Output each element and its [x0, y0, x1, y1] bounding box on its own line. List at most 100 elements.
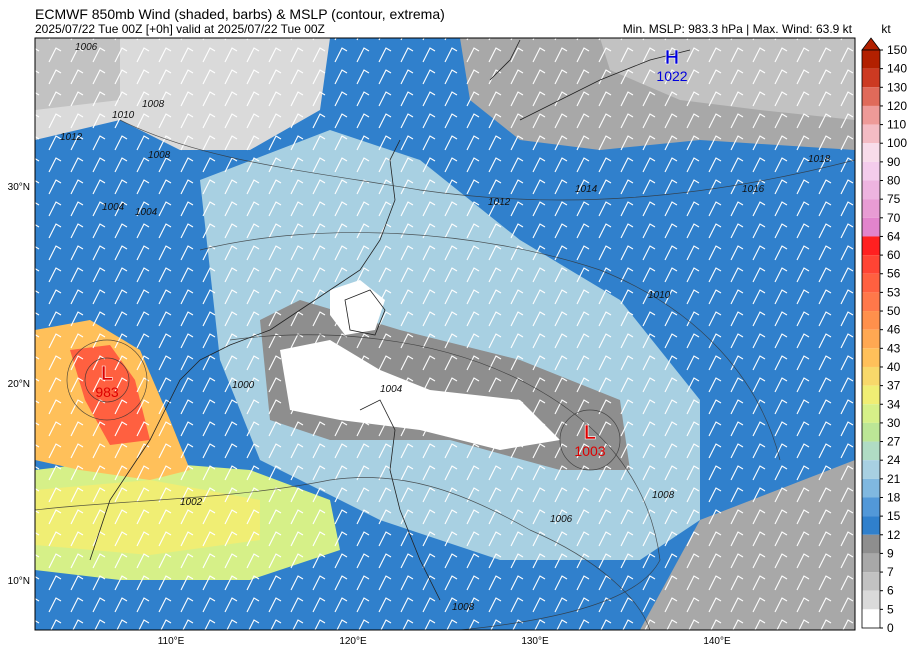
colorbar-label: 100: [887, 136, 907, 150]
lon-label: 130°E: [521, 636, 549, 647]
colorbar-bin: [862, 217, 880, 237]
colorbar-bin: [862, 143, 880, 162]
colorbar-bin: [862, 478, 880, 498]
colorbar-label: 64: [887, 229, 901, 243]
contour-label: 1012: [60, 132, 83, 143]
colorbar-bin: [862, 460, 880, 479]
contour-label: 1004: [380, 384, 403, 395]
colorbar-bin: [862, 180, 880, 200]
subtitle: 2025/07/22 Tue 00Z [+0h] valid at 2025/0…: [35, 22, 325, 36]
colorbar-bin: [862, 273, 880, 293]
colorbar-bin: [862, 385, 880, 405]
extrema: H 1022 L 983 L 1003: [95, 47, 687, 459]
map: [35, 38, 855, 630]
colorbar-label: 56: [887, 267, 901, 281]
lon-label: 120°E: [339, 636, 367, 647]
contour-label: 1012: [488, 197, 511, 208]
isobars: [35, 119, 855, 630]
colorbar-bin: [862, 329, 880, 349]
colorbar-bin: [862, 422, 880, 442]
colorbar-label: 150: [887, 43, 907, 57]
extremum-value: 1022: [656, 68, 687, 84]
contour-label: 1010: [648, 290, 671, 301]
colorbar-unit: kt: [881, 22, 891, 36]
map-frame: [34, 37, 856, 631]
lon-label: 110°E: [158, 636, 185, 647]
wind-barbs: [35, 38, 855, 630]
lat-label: 20°N: [8, 379, 30, 390]
colorbar-bin: [862, 572, 880, 591]
colorbar-bin: [862, 236, 880, 256]
colorbar-label: 50: [887, 304, 901, 318]
lon-label: 140°E: [703, 636, 731, 647]
colorbar-bin: [862, 124, 880, 144]
colorbar-bin: [862, 161, 880, 181]
extremum-value: 983: [95, 384, 119, 400]
coastlines: [89, 39, 691, 601]
colorbar-label: 43: [887, 341, 901, 355]
colorbar-label: 70: [887, 211, 901, 225]
colorbar-label: 80: [887, 174, 901, 188]
contour-label: 1004: [135, 207, 158, 218]
contour-label: 1008: [652, 490, 675, 501]
contour-label: 1014: [575, 184, 598, 195]
contour-labels: 1006 1008 1010 1012 1008 1004 1004 1012 …: [60, 42, 831, 613]
colorbar-label: 6: [887, 584, 894, 598]
colorbar-bin: [862, 366, 880, 386]
lat-label: 30°N: [8, 182, 30, 193]
contour-label: 1004: [102, 202, 125, 213]
colorbar-label: 12: [887, 528, 901, 542]
colorbar-label: 0: [887, 621, 894, 635]
contour-label: 1010: [112, 110, 135, 121]
colorbar-bin: [862, 534, 880, 554]
contour-label: 1016: [742, 184, 765, 195]
colorbar-label: 90: [887, 155, 901, 169]
contour-label: 1008: [148, 150, 171, 161]
colorbar-label: 18: [887, 490, 901, 504]
colorbar-label: 24: [887, 453, 901, 467]
colorbar-bin: [862, 590, 880, 610]
colorbar-bin: [862, 50, 880, 69]
colorbar-label: 9: [887, 546, 894, 560]
contour-label: 1006: [75, 42, 98, 53]
colorbar-label: 37: [887, 379, 901, 393]
colorbar: 1501401301201101009080757064605653504643…: [861, 37, 907, 635]
extremum-symbol: H: [665, 47, 679, 69]
colorbar-bin: [862, 87, 880, 106]
colorbar-label: 15: [887, 509, 901, 523]
contour-label: 1006: [550, 514, 573, 525]
colorbar-bin: [862, 609, 880, 628]
extremum-symbol: L: [584, 422, 596, 444]
contour-label: 1002: [180, 497, 203, 508]
colorbar-label: 60: [887, 248, 901, 262]
lat-label: 10°N: [8, 576, 30, 587]
contour-label: 1018: [808, 154, 831, 165]
colorbar-extend: [861, 37, 881, 51]
colorbar-bin: [862, 311, 880, 330]
colorbar-label: 7: [887, 565, 894, 579]
title: ECMWF 850mb Wind (shaded, barbs) & MSLP …: [35, 6, 445, 22]
colorbar-bin: [862, 497, 880, 517]
colorbar-bin: [862, 255, 880, 274]
colorbar-label: 40: [887, 360, 901, 374]
colorbar-label: 75: [887, 192, 901, 206]
colorbar-label: 53: [887, 285, 901, 299]
extremum-value: 1003: [574, 443, 605, 459]
colorbar-bin: [862, 292, 880, 312]
contour-label: 1008: [142, 99, 165, 110]
colorbar-label: 21: [887, 472, 901, 486]
colorbar-label: 46: [887, 323, 901, 337]
colorbar-label: 120: [887, 99, 907, 113]
colorbar-bin: [862, 105, 880, 125]
colorbar-bin: [862, 516, 880, 535]
colorbar-label: 140: [887, 62, 907, 76]
extremum-symbol: L: [101, 363, 113, 385]
colorbar-bin: [862, 68, 880, 88]
colorbar-bin: [862, 348, 880, 367]
colorbar-label: 5: [887, 602, 894, 616]
colorbar-label: 130: [887, 80, 907, 94]
colorbar-label: 34: [887, 397, 901, 411]
info: Min. MSLP: 983.3 hPa | Max. Wind: 63.9 k…: [623, 22, 853, 36]
colorbar-label: 27: [887, 435, 901, 449]
